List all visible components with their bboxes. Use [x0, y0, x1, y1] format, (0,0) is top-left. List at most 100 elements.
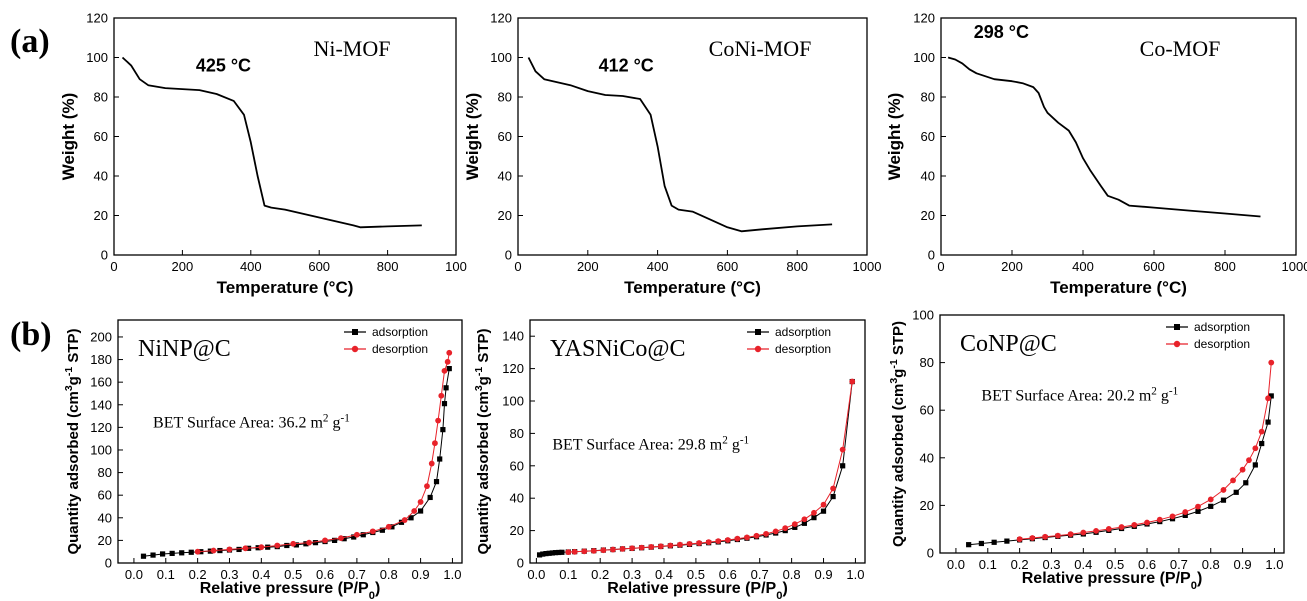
y-tick-label: 0	[105, 556, 112, 571]
data-point-desorption	[438, 392, 445, 399]
y-tick-label: 20	[920, 498, 934, 513]
data-point-adsorption	[811, 515, 817, 521]
data-point-desorption	[772, 528, 779, 535]
data-point-adsorption	[159, 551, 166, 557]
plot-frame	[117, 319, 463, 564]
panel-label-a: (a)	[10, 23, 50, 60]
legend-label-adsorption: adsorption	[1194, 320, 1250, 334]
data-point-desorption	[619, 546, 626, 552]
y-tick-label: 140	[90, 397, 112, 412]
y-tick-label: 0	[505, 248, 512, 263]
data-point-desorption	[820, 501, 827, 508]
data-point-adsorption	[792, 524, 798, 530]
y-tick-label: 160	[90, 375, 112, 390]
data-point-adsorption	[991, 539, 997, 545]
sample-label: CoNi-MOF	[709, 36, 812, 61]
plot-frame	[940, 17, 1297, 256]
data-point-adsorption	[284, 542, 290, 549]
data-point-desorption	[1016, 536, 1023, 543]
x-tick-label: 0.5	[1106, 557, 1124, 572]
chart-1: 0 20 40 60 80 100 120 0 200 400 600 800 100 Temperatu…	[59, 11, 467, 298]
data-point-desorption	[638, 544, 645, 551]
data-point-adsorption	[443, 385, 449, 391]
data-point-desorption	[610, 546, 616, 553]
y-tick-label: 60	[498, 129, 512, 144]
y-tick-label: 140	[502, 329, 524, 344]
data-point-desorption	[715, 538, 722, 545]
data-point-adsorption	[978, 540, 985, 547]
data-point-desorption	[1067, 531, 1074, 538]
data-point-adsorption	[379, 527, 385, 533]
data-point-adsorption	[1268, 393, 1274, 399]
bet-surface-area-label: BET Surface Area: 29.8 m2 g-1	[552, 435, 749, 454]
data-point-adsorption	[236, 546, 242, 553]
data-point-desorption	[1252, 445, 1259, 452]
y-tick-label: 20	[510, 523, 524, 538]
chart-6: 0 20 40 60 80 100 0.0 0.1 0.2 0.3 0.4 0.5 0.6 0.7 0.8 0…	[888, 308, 1285, 592]
x-tick-label: 600	[308, 259, 330, 274]
x-tick-label: 0.8	[380, 567, 398, 582]
x-tick-label: 0.9	[412, 567, 430, 582]
data-point-desorption	[801, 516, 808, 523]
data-point-adsorption	[140, 553, 147, 559]
data-point-desorption	[435, 417, 442, 424]
x-axis-label: Temperature (°C)	[624, 278, 761, 297]
data-point-adsorption	[446, 366, 452, 372]
x-tick-label: 0.6	[316, 567, 334, 582]
y-tick-label: 120	[913, 11, 935, 26]
data-point-desorption	[1144, 519, 1150, 526]
x-tick-label: 0.8	[783, 567, 801, 582]
x-tick-label: 0	[110, 259, 117, 274]
y-axis-label: Weight (%)	[885, 93, 904, 181]
data-point-desorption	[1268, 359, 1275, 366]
data-point-desorption	[1239, 466, 1246, 473]
data-point-adsorption	[389, 524, 395, 530]
plot-frame	[517, 17, 868, 256]
data-point-desorption	[1054, 532, 1061, 539]
data-point-adsorption	[1252, 462, 1258, 468]
series-line-adsorption	[539, 381, 853, 556]
y-tick-label: 40	[921, 169, 935, 184]
data-point-desorption	[1195, 503, 1201, 510]
data-point-adsorption	[398, 519, 405, 525]
y-tick-label: 120	[502, 361, 524, 376]
data-point-desorption	[417, 499, 424, 505]
data-point-desorption	[274, 542, 281, 549]
x-tick-label: 400	[1072, 259, 1094, 274]
y-tick-label: 120	[86, 11, 108, 26]
series-line-curve	[527, 57, 833, 233]
y-axis-label: Quantity adsorbed (cm3g-1 STP)	[473, 328, 492, 554]
data-point-adsorption	[341, 536, 347, 542]
data-point-adsorption	[1195, 508, 1201, 514]
y-tick-label: 100	[490, 50, 512, 65]
data-point-desorption	[401, 517, 408, 523]
bet-surface-area-label: BET Surface Area: 20.2 m2 g-1	[981, 386, 1178, 405]
data-point-desorption	[226, 546, 233, 553]
y-tick-label: 0	[927, 546, 934, 561]
chart-3: 0 20 40 60 80 100 120 0 200 400 600 800 1000 Temperat…	[885, 11, 1307, 298]
data-point-desorption	[753, 532, 760, 539]
x-tick-label: 0.3	[220, 567, 238, 582]
data-point-desorption	[1042, 533, 1049, 540]
plot-frame	[939, 314, 1285, 554]
x-tick-label: 0.3	[623, 567, 641, 582]
y-tick-label: 80	[510, 426, 524, 441]
y-tick-label: 40	[94, 169, 108, 184]
data-point-adsorption	[830, 493, 836, 500]
data-point-adsorption	[417, 508, 424, 514]
sample-label: Ni-MOF	[313, 36, 390, 61]
data-point-desorption	[369, 528, 376, 535]
y-tick-label: 80	[94, 90, 108, 105]
data-point-adsorption	[293, 542, 299, 548]
data-point-adsorption	[437, 456, 443, 462]
y-tick-label: 60	[920, 403, 934, 418]
y-tick-label: 20	[921, 208, 935, 223]
data-point-desorption	[565, 549, 572, 556]
data-point-adsorption	[552, 550, 559, 556]
x-tick-label: 0.5	[284, 567, 302, 582]
data-point-adsorption	[188, 549, 194, 555]
data-point-desorption	[782, 525, 789, 532]
x-axis-label: Relative pressure (P/P0)	[607, 580, 788, 601]
